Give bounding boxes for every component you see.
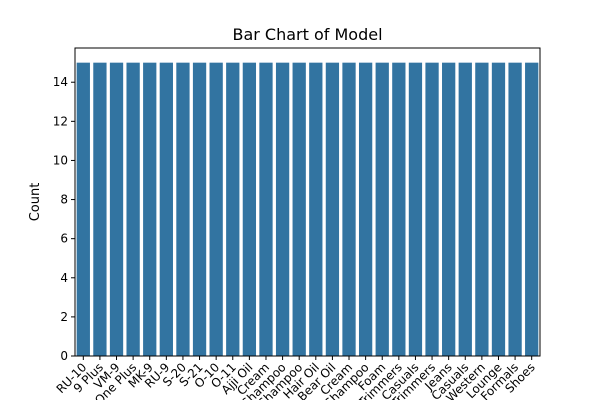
y-axis: 0 2 4 6 8 10 12 14	[53, 75, 75, 363]
bar	[525, 62, 539, 357]
bar	[491, 62, 506, 357]
y-tick-label: 12	[53, 114, 68, 128]
bar	[425, 62, 439, 357]
bar	[242, 62, 257, 357]
chart-title: Bar Chart of Model	[232, 25, 382, 44]
bar	[342, 62, 356, 357]
bar	[192, 62, 207, 357]
bar	[259, 62, 273, 357]
bar	[159, 62, 173, 357]
bar	[76, 62, 90, 357]
bar	[309, 62, 323, 357]
bar	[475, 62, 489, 357]
plot-frame	[74, 47, 541, 357]
bar	[109, 62, 124, 357]
bar	[375, 62, 389, 357]
bar	[325, 62, 340, 357]
y-tick-label: 0	[60, 349, 68, 363]
bar	[458, 62, 472, 357]
bar	[93, 62, 107, 357]
y-tick-label: 2	[60, 310, 68, 324]
bar	[392, 62, 406, 357]
bar	[226, 62, 240, 357]
bar	[292, 62, 306, 357]
bar	[209, 62, 223, 357]
y-tick-label: 8	[60, 193, 68, 207]
y-tick-label: 4	[60, 271, 68, 285]
bar	[408, 62, 423, 357]
y-tick-label: 10	[53, 153, 68, 167]
bar	[275, 62, 290, 357]
bar	[126, 62, 140, 357]
bar	[358, 62, 373, 357]
bar	[442, 62, 456, 357]
bar	[143, 62, 157, 357]
bar	[508, 62, 522, 357]
y-tick-label: 14	[53, 75, 68, 89]
y-axis-label: Count	[28, 183, 43, 222]
y-tick-label: 6	[60, 232, 68, 246]
bar	[176, 62, 190, 357]
bars-group	[76, 62, 539, 357]
